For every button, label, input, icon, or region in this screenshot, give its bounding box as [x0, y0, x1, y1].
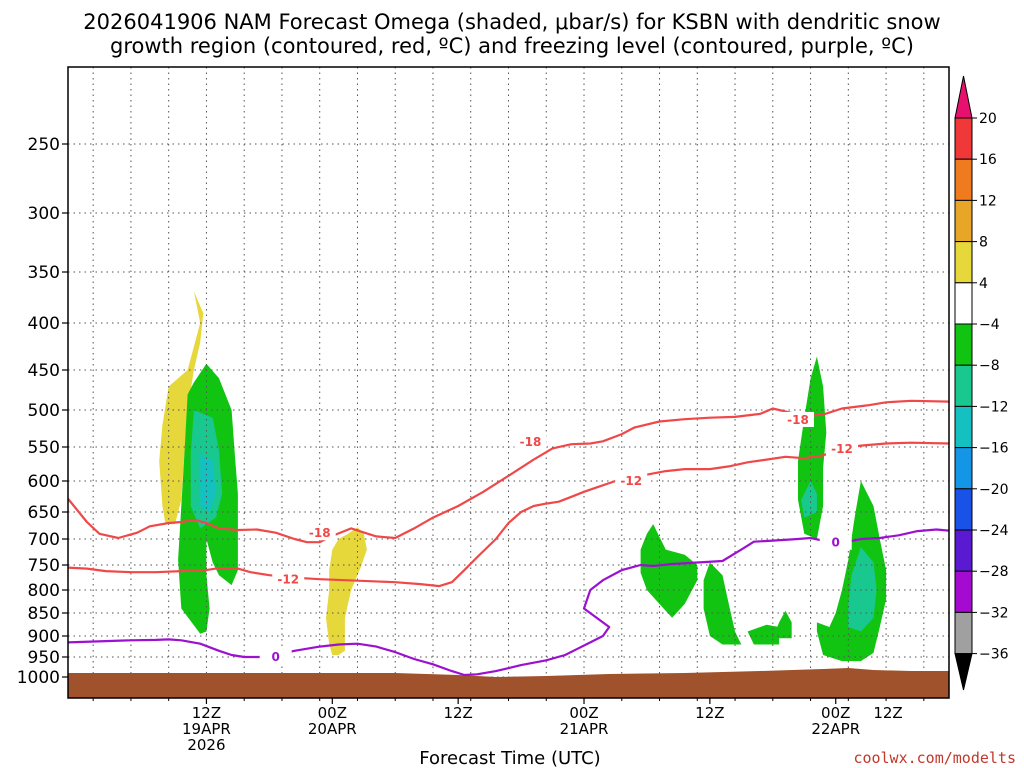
credit-text: coolwx.com/modelts: [853, 749, 1016, 767]
x-tick-label-0-1: 19APR: [182, 720, 231, 738]
contour-label-bg: [826, 441, 859, 457]
omega-region-7: [747, 624, 780, 645]
y-tick-label-850: 850: [28, 604, 60, 624]
chart-title-line-1: 2026041906 NAM Forecast Omega (shaded, μ…: [83, 10, 940, 34]
x-tick-label-1-1: 20APR: [308, 720, 357, 738]
colorbar-label-12: −32: [979, 605, 1009, 621]
y-tick-label-1000: 1000: [17, 668, 60, 688]
omega-region-3: [200, 454, 216, 512]
contour-label-bg: [781, 411, 814, 427]
omega-region-6: [703, 562, 742, 645]
contour-dgz-upper: [68, 399, 949, 544]
colorbar-label-2: 12: [979, 193, 997, 209]
contour-label-bg: [303, 525, 336, 541]
contour-label-6: 0: [271, 650, 279, 664]
colorbar-label-9: −20: [979, 482, 1009, 498]
plot-area: -18 -18 -18 -12 -12 -12 0 0: [68, 67, 949, 698]
colorbar-box-4: [954, 282, 973, 325]
contour-dgz-lower: [68, 441, 949, 588]
omega-region-10: [816, 481, 887, 662]
x-tick-label-1-0: 00Z: [318, 704, 347, 722]
ground-surface: [68, 668, 949, 698]
contour-label-bg: [259, 649, 292, 664]
colorbar-label-10: −24: [979, 523, 1009, 539]
omega-region-0: [159, 291, 204, 525]
colorbar-label-5: −4: [979, 317, 1000, 333]
colorbar-label-1: 16: [979, 152, 997, 168]
contour-label-5: -12: [831, 442, 853, 456]
omega-region-5: [640, 524, 698, 618]
colorbar-label-3: 8: [979, 235, 988, 251]
omega-region-12: [801, 481, 817, 518]
colorbar-box-9: [954, 488, 973, 531]
colorbar-label-11: −28: [979, 564, 1009, 580]
contour-label-2: -18: [787, 413, 809, 427]
chart-title-line-2: growth region (contoured, red, ºC) and f…: [110, 34, 914, 58]
colorbar-label-8: −16: [979, 441, 1009, 457]
contour-label-bg: [514, 434, 547, 450]
y-tick-label-300: 300: [28, 204, 60, 224]
y-tick-label-950: 950: [28, 648, 60, 668]
colorbar-box-0: [954, 117, 973, 160]
contour-label-bg: [615, 473, 648, 488]
y-tick-label-250: 250: [28, 135, 60, 155]
y-tick-label-350: 350: [28, 263, 60, 283]
colorbar-box-5: [954, 323, 973, 366]
x-tick-label-2-0: 12Z: [443, 704, 472, 722]
y-tick-label-450: 450: [28, 361, 60, 381]
y-tick-label-900: 900: [28, 627, 60, 647]
colorbar-label-13: −36: [979, 647, 1009, 663]
contour-label-bg: [272, 571, 305, 587]
y-tick-label-400: 400: [28, 314, 60, 334]
omega-region-8: [772, 610, 792, 639]
colorbar-box-6: [954, 364, 973, 407]
colorbar-box-1: [954, 158, 973, 201]
colorbar-box-7: [954, 405, 973, 449]
colorbar-box-10: [954, 529, 973, 572]
x-tick-label-6-0: 12Z: [873, 704, 902, 722]
x-tick-label-0-0: 12Z: [192, 704, 221, 722]
contour-freezing-level: [68, 528, 949, 677]
x-tick-label-5-1: 22APR: [811, 720, 860, 738]
y-tick-label-750: 750: [28, 556, 60, 576]
x-axis-label: Forecast Time (UTC): [419, 748, 600, 768]
colorbar-label-6: −8: [979, 358, 1000, 374]
y-tick-label-700: 700: [28, 530, 60, 550]
colorbar-box-11: [954, 570, 973, 613]
x-tick-label-5-0: 00Z: [821, 704, 850, 722]
colorbar-box-8: [954, 447, 973, 490]
y-tick-label-800: 800: [28, 581, 60, 601]
contour-label-bg: [819, 534, 852, 550]
colorbar-box-2: [954, 199, 973, 243]
y-tick-label-550: 550: [28, 438, 60, 458]
y-tick-label-600: 600: [28, 472, 60, 492]
colorbar-top-triangle: [954, 75, 973, 119]
omega-region-11: [848, 547, 877, 632]
contour-label-3: -12: [620, 474, 642, 488]
colorbar-label-7: −12: [979, 399, 1009, 415]
colorbar-bottom-triangle: [954, 653, 973, 691]
contour-label-7: 0: [832, 536, 840, 550]
x-tick-label-3-0: 00Z: [569, 704, 598, 722]
colorbar-label-4: 4: [979, 276, 988, 292]
colorbar-box-12: [954, 611, 973, 655]
x-tick-label-0-2: 2026: [187, 736, 225, 754]
colorbar-box-3: [954, 241, 973, 284]
y-tick-label-650: 650: [28, 503, 60, 523]
contour-label-1: -18: [309, 526, 331, 540]
plot-content: -18 -18 -18 -12 -12 -12 0 0: [68, 67, 949, 698]
colorbar: 20 16 12 8 4 −4 −8 −12 −16 −20 −24 −28 −32 −36: [954, 75, 1009, 691]
colorbar-label-0: 20: [979, 111, 997, 127]
contour-label-0: -18: [520, 435, 542, 449]
x-tick-label-3-1: 21APR: [560, 720, 609, 738]
x-tick-label-4-0: 12Z: [695, 704, 724, 722]
y-tick-label-500: 500: [28, 401, 60, 421]
contour-label-4: -12: [277, 573, 299, 587]
omega-region-4: [326, 527, 367, 655]
axes: 250 300 350 400 450 500 550 600 650 700 750 800 850 9…: [17, 66, 950, 754]
